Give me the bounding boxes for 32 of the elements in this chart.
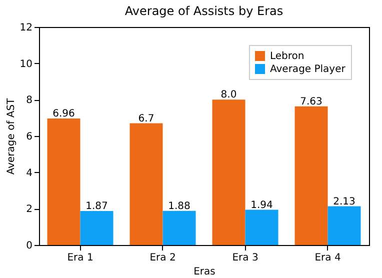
bar [245, 210, 278, 245]
bar [130, 123, 163, 245]
data-label: 1.88 [168, 200, 190, 212]
x-tick-label: Era 3 [232, 252, 258, 264]
data-label: 7.63 [300, 96, 322, 108]
y-tick-label: 4 [26, 168, 32, 179]
y-tick-label: 0 [26, 240, 32, 252]
bar [47, 118, 80, 245]
data-label: 8.0 [220, 90, 237, 101]
data-label: 6.7 [138, 113, 154, 124]
data-label: 2.13 [333, 196, 356, 208]
y-tick-label: 2 [26, 204, 32, 216]
bar [328, 206, 361, 245]
y-tick-label: 12 [20, 22, 32, 34]
y-axis-title: Average of AST [6, 97, 17, 175]
legend-label: Average Player [270, 64, 346, 75]
bar [212, 100, 246, 245]
x-tick-label: Era 4 [314, 252, 341, 264]
y-tick-label: 8 [26, 95, 32, 106]
x-axis-title: Eras [194, 266, 216, 278]
data-label: 6.96 [52, 108, 75, 120]
data-label: 1.94 [250, 200, 273, 211]
y-tick-label: 6 [26, 132, 32, 142]
bar [162, 210, 196, 245]
x-tick-label: Era 1 [67, 252, 94, 264]
data-label: 1.87 [86, 201, 108, 212]
bar [80, 211, 114, 245]
bar [294, 106, 328, 245]
y-tick-label: 10 [20, 58, 32, 70]
x-tick-label: Era 2 [150, 252, 176, 264]
legend-label: Lebron [270, 51, 304, 62]
chart-title: Average of Assists by Eras [124, 4, 284, 18]
